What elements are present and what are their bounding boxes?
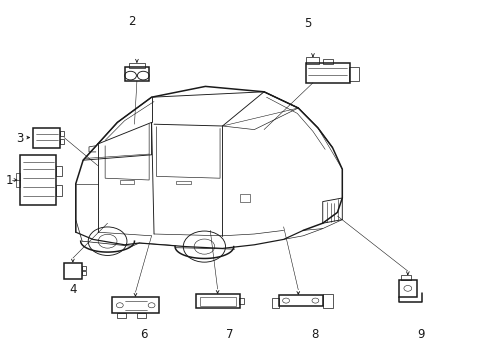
Bar — [56, 166, 62, 176]
Text: 7: 7 — [225, 328, 233, 341]
Text: 5: 5 — [304, 17, 311, 30]
Bar — [305, 63, 349, 83]
Bar — [195, 294, 239, 308]
Text: 6: 6 — [140, 328, 148, 341]
Bar — [63, 263, 82, 279]
Bar — [56, 185, 62, 196]
Bar — [137, 313, 145, 318]
Text: 3: 3 — [16, 132, 23, 145]
Bar — [124, 67, 149, 81]
Bar — [117, 313, 126, 318]
Bar — [176, 181, 190, 184]
Bar — [239, 194, 250, 202]
Bar — [398, 280, 416, 297]
Bar — [400, 275, 410, 280]
Bar — [128, 63, 145, 68]
Text: 2: 2 — [128, 15, 136, 28]
Bar — [322, 294, 332, 308]
Bar — [16, 173, 20, 187]
Bar — [199, 297, 235, 306]
Text: 1: 1 — [6, 174, 14, 186]
Bar — [322, 59, 333, 64]
Bar — [271, 298, 278, 308]
Text: 8: 8 — [311, 328, 319, 341]
Bar — [33, 128, 60, 148]
Bar — [82, 266, 86, 270]
Bar — [238, 298, 243, 304]
Bar — [20, 155, 56, 205]
Bar — [278, 295, 322, 306]
Bar — [348, 67, 359, 81]
Bar — [82, 271, 86, 275]
Bar — [60, 131, 64, 136]
Bar — [305, 57, 319, 64]
Bar — [60, 139, 64, 144]
Text: 4: 4 — [69, 283, 77, 296]
Bar — [120, 180, 134, 184]
Bar — [112, 297, 159, 313]
Text: 9: 9 — [416, 328, 424, 341]
